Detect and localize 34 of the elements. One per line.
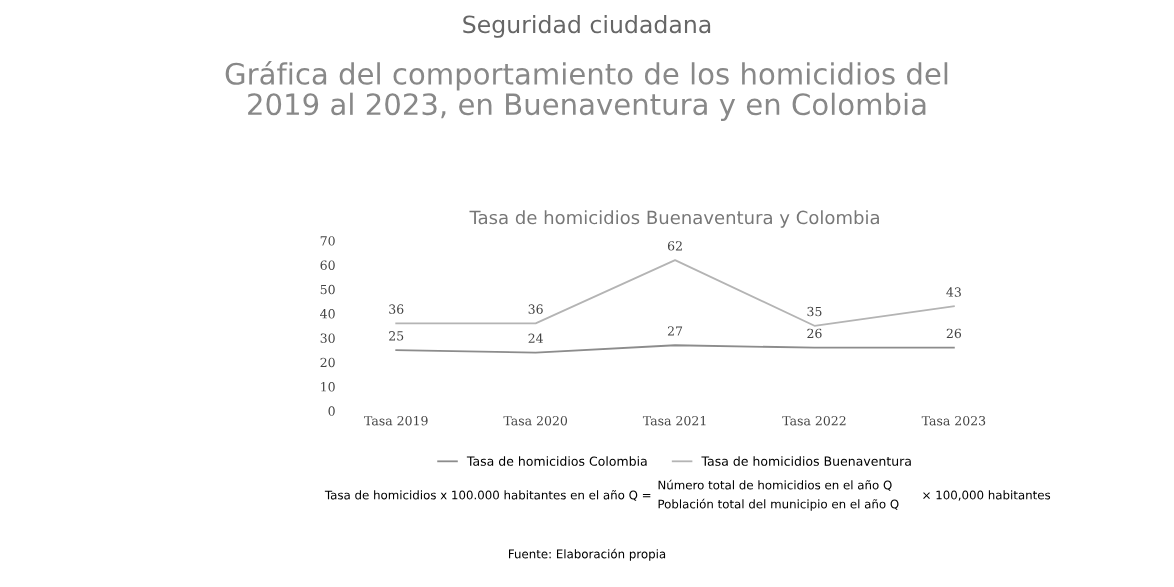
- data-label: 36: [528, 304, 543, 314]
- data-label: 36: [389, 304, 404, 314]
- data-label: 25: [389, 331, 404, 341]
- legend-label: Tasa de homicidios Colombia: [466, 456, 647, 466]
- y-tick-label: 0: [328, 406, 335, 416]
- text: × 100,000 habitantes: [923, 490, 1051, 501]
- text: Número total de homicidios en el año Q: [658, 479, 892, 491]
- y-tick-label: 20: [320, 357, 335, 368]
- y-tick-label: 70: [320, 236, 335, 246]
- data-label: 26: [807, 328, 822, 339]
- line-series: [395, 344, 955, 354]
- data-label: 43: [946, 287, 961, 297]
- x-tick-label: Tasa 2022: [782, 415, 846, 426]
- y-tick-label: 40: [320, 309, 335, 319]
- legend-label: Tasa de homicidios Buenaventura: [701, 456, 911, 466]
- text: Tasa de homicidios x 100.000 habitantes en el año Q =: [324, 490, 651, 501]
- data-label: 35: [807, 306, 822, 317]
- y-tick-label: 50: [320, 284, 335, 295]
- y-tick-label: 10: [321, 382, 335, 392]
- chart-title: Tasa de homicidios Buenaventura y Colombia: [469, 210, 879, 228]
- data-label: 27: [667, 326, 683, 336]
- y-tick-label: 30: [320, 333, 335, 343]
- x-tick-label: Tasa 2019: [364, 415, 428, 426]
- data-label: 24: [528, 333, 543, 343]
- x-tick-label: Tasa 2023: [921, 415, 986, 426]
- x-tick-label: Tasa 2021: [642, 415, 706, 426]
- y-tick-label: 60: [320, 260, 335, 270]
- text: Población total del municipio en el año Q: [658, 498, 899, 511]
- text: Seguridad ciudadana: [463, 14, 711, 38]
- text: Gráfica del comportamiento de los homicidios del 2019 al 2023, en Buenaventura y en Colombia: [225, 61, 948, 121]
- source-note: Fuente: Elaboración propia: [509, 548, 666, 561]
- data-label: 26: [946, 328, 962, 339]
- x-tick-label: Tasa 2020: [503, 415, 568, 426]
- data-label: 62: [667, 241, 682, 251]
